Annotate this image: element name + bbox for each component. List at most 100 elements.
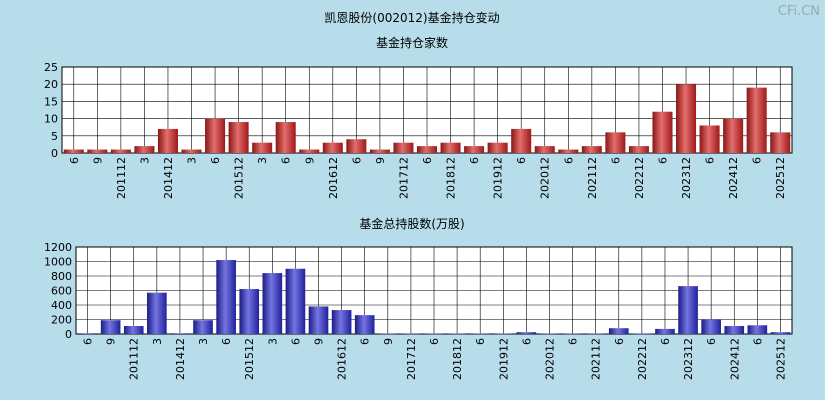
x-tick-label: 202212 bbox=[636, 338, 649, 380]
y-tick-label: 25 bbox=[44, 61, 58, 74]
x-tick-label: 6 bbox=[705, 338, 718, 345]
x-tick-label: 6 bbox=[520, 338, 533, 345]
y-tick-label: 15 bbox=[44, 95, 58, 108]
watermark: CFi.CN bbox=[778, 4, 820, 19]
x-tick-label: 201812 bbox=[451, 338, 464, 380]
count-bar-4 bbox=[157, 128, 178, 153]
x-tick-label: 201512 bbox=[233, 157, 246, 199]
count-bar-13 bbox=[369, 149, 390, 153]
y-tick-label: 0 bbox=[65, 328, 72, 341]
x-tick-label: 202112 bbox=[590, 338, 603, 380]
chart1-title: 基金持仓家数 bbox=[376, 35, 448, 50]
x-tick-label: 201812 bbox=[445, 157, 458, 199]
shares-bar-23 bbox=[608, 328, 629, 334]
x-tick-label: 9 bbox=[382, 338, 395, 345]
shares-bar-16 bbox=[447, 333, 467, 335]
x-tick-label: 9 bbox=[91, 157, 104, 164]
count-bar-8 bbox=[252, 142, 273, 153]
shares-bar-18 bbox=[493, 333, 514, 335]
count-bar-30 bbox=[770, 132, 791, 153]
count-bar-27 bbox=[699, 125, 720, 153]
shares-bar-26 bbox=[678, 286, 698, 334]
count-bar-16 bbox=[440, 142, 461, 153]
shares-bar-0 bbox=[77, 333, 98, 334]
x-tick-label: 202212 bbox=[633, 157, 646, 199]
x-tick-label: 201712 bbox=[397, 157, 410, 199]
x-tick-label: 202012 bbox=[543, 338, 556, 380]
x-tick-label: 3 bbox=[266, 338, 279, 345]
shares-bar-21 bbox=[562, 333, 583, 335]
chart2-title: 基金总持股数(万股) bbox=[359, 216, 464, 231]
x-tick-label: 202412 bbox=[728, 338, 741, 380]
x-tick-label: 6 bbox=[613, 338, 626, 345]
x-tick-label: 6 bbox=[704, 157, 717, 164]
shares-bar-20 bbox=[539, 333, 560, 335]
shares-bar-27 bbox=[701, 319, 721, 334]
x-tick-label: 201912 bbox=[497, 338, 510, 380]
y-tick-label: 5 bbox=[51, 130, 58, 143]
shares-bar-17 bbox=[470, 333, 491, 335]
x-tick-label: 3 bbox=[186, 157, 199, 164]
y-tick-label: 1000 bbox=[44, 256, 72, 269]
x-tick-label: 3 bbox=[138, 157, 151, 164]
x-tick-label: 6 bbox=[474, 338, 487, 345]
count-bar-19 bbox=[511, 128, 532, 153]
x-tick-label: 6 bbox=[562, 157, 575, 164]
x-tick-label: 6 bbox=[609, 157, 622, 164]
shares-bar-6 bbox=[216, 260, 236, 334]
count-bar-23 bbox=[605, 132, 626, 153]
x-tick-label: 9 bbox=[105, 338, 118, 345]
x-tick-label: 202112 bbox=[586, 157, 599, 199]
x-tick-label: 6 bbox=[567, 338, 580, 345]
x-tick-label: 6 bbox=[350, 157, 363, 164]
x-tick-label: 6 bbox=[421, 157, 434, 164]
x-tick-label: 201912 bbox=[492, 157, 505, 199]
shares-bar-1 bbox=[100, 320, 121, 334]
x-tick-label: 201512 bbox=[243, 338, 256, 380]
count-bar-10 bbox=[299, 149, 320, 153]
x-tick-label: 6 bbox=[82, 338, 95, 345]
shares-bar-5 bbox=[193, 320, 213, 334]
shares-bar-22 bbox=[585, 333, 606, 335]
x-tick-label: 201412 bbox=[162, 157, 175, 199]
shares-bar-14 bbox=[401, 333, 421, 335]
count-bar-1 bbox=[87, 149, 108, 153]
x-tick-label: 202412 bbox=[727, 157, 740, 199]
shares-bar-12 bbox=[354, 315, 375, 334]
count-bar-0 bbox=[63, 149, 84, 153]
y-tick-label: 0 bbox=[51, 147, 58, 160]
x-tick-label: 201612 bbox=[336, 338, 349, 380]
count-bar-21 bbox=[558, 149, 579, 153]
x-tick-label: 9 bbox=[313, 338, 326, 345]
x-tick-label: 201612 bbox=[327, 157, 340, 199]
count-bar-28 bbox=[723, 118, 744, 153]
count-bar-6 bbox=[205, 118, 226, 153]
shares-bar-4 bbox=[170, 333, 190, 334]
shares-bar-13 bbox=[377, 333, 398, 335]
x-tick-label: 202312 bbox=[682, 338, 695, 380]
count-bar-17 bbox=[464, 146, 485, 153]
y-tick-label: 10 bbox=[44, 113, 58, 126]
x-tick-label: 202512 bbox=[774, 157, 787, 199]
x-tick-label: 202012 bbox=[539, 157, 552, 199]
x-tick-label: 6 bbox=[656, 157, 669, 164]
count-bar-22 bbox=[581, 146, 602, 153]
x-tick-label: 6 bbox=[209, 157, 222, 164]
x-tick-label: 6 bbox=[468, 157, 481, 164]
x-tick-label: 201712 bbox=[405, 338, 418, 380]
x-tick-label: 6 bbox=[68, 157, 81, 164]
x-tick-label: 6 bbox=[359, 338, 372, 345]
fund-count-chart: 0 5 10 15 20 25 6 9 201112 3 201412 3 6 201512 3 6 9 2016… bbox=[44, 61, 793, 199]
count-bar-7 bbox=[228, 122, 249, 153]
count-bar-5 bbox=[181, 149, 202, 153]
shares-bar-30 bbox=[770, 332, 791, 334]
x-tick-label: 6 bbox=[289, 338, 302, 345]
shares-bar-15 bbox=[424, 333, 444, 335]
shares-bar-19 bbox=[516, 332, 537, 334]
count-bar-14 bbox=[393, 142, 414, 153]
x-tick-label: 6 bbox=[428, 338, 441, 345]
x-tick-label: 6 bbox=[220, 338, 233, 345]
count-bar-2 bbox=[110, 149, 131, 153]
